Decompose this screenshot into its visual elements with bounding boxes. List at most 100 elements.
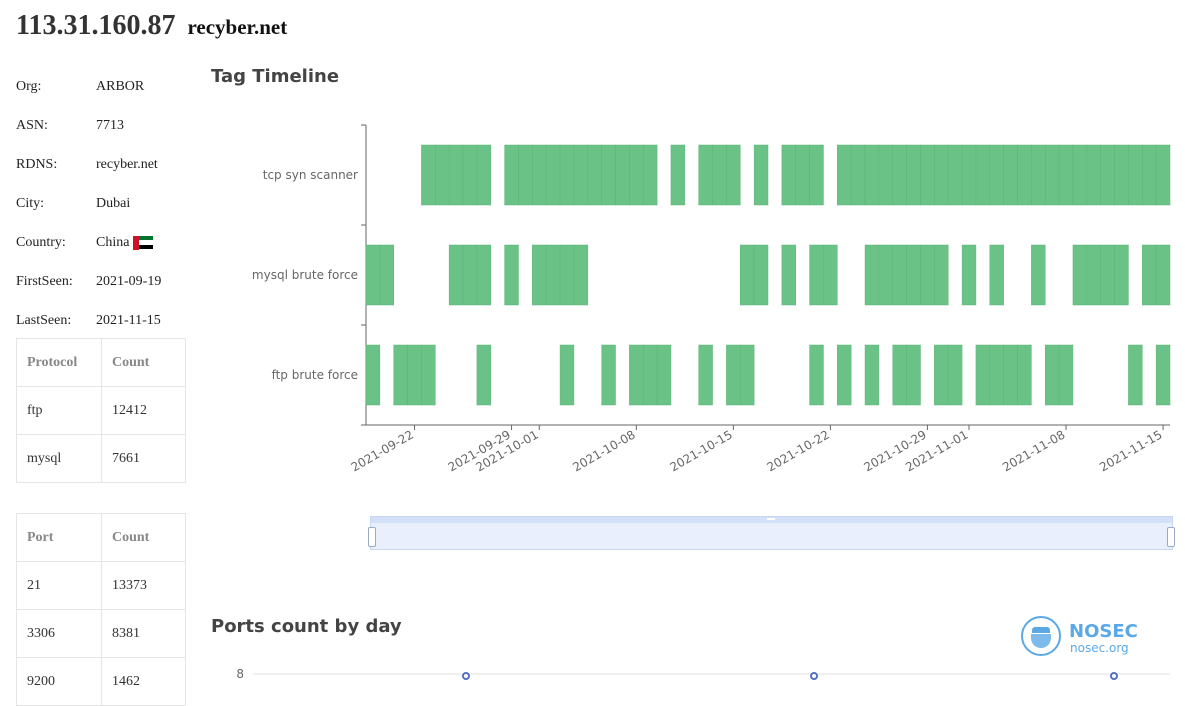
timeline-bar[interactable]	[1044, 144, 1060, 206]
timeline-bar[interactable]	[1031, 244, 1046, 306]
timeline-zoom-slider[interactable]	[368, 516, 1175, 550]
timeline-bar[interactable]	[850, 144, 866, 206]
timeline-bar[interactable]	[629, 344, 644, 406]
timeline-bar[interactable]	[823, 244, 838, 306]
timeline-bar[interactable]	[407, 344, 422, 406]
timeline-bar[interactable]	[601, 144, 616, 206]
timeline-bar[interactable]	[1128, 344, 1143, 406]
timeline-bar[interactable]	[795, 144, 810, 206]
timeline-bar[interactable]	[878, 244, 894, 306]
timeline-bar[interactable]	[1072, 144, 1088, 206]
timeline-bar[interactable]	[462, 244, 478, 306]
timeline-bar[interactable]	[615, 144, 630, 206]
slider-grip-icon[interactable]	[767, 518, 775, 520]
timeline-bar[interactable]	[809, 144, 824, 206]
timeline-bar[interactable]	[809, 344, 824, 406]
timeline-bar[interactable]	[532, 244, 547, 306]
timeline-bar[interactable]	[740, 244, 755, 306]
timeline-bar[interactable]	[1086, 244, 1101, 306]
timeline-bar[interactable]	[1003, 144, 1018, 206]
timeline-bar[interactable]	[892, 244, 907, 306]
timeline-bar[interactable]	[670, 144, 686, 206]
timeline-bar[interactable]	[934, 144, 949, 206]
slider-track-bar[interactable]	[371, 517, 1172, 523]
timeline-bar[interactable]	[573, 144, 589, 206]
timeline-bar[interactable]	[448, 244, 464, 306]
timeline-bar[interactable]	[1072, 244, 1088, 306]
timeline-bar[interactable]	[1017, 344, 1032, 406]
timeline-bar[interactable]	[559, 244, 575, 306]
timeline-bar[interactable]	[1128, 144, 1143, 206]
timeline-bar[interactable]	[1155, 244, 1171, 306]
timeline-bar[interactable]	[753, 144, 769, 206]
timeline-bar[interactable]	[837, 344, 852, 406]
timeline-bar[interactable]	[864, 244, 880, 306]
timeline-bar[interactable]	[393, 344, 408, 406]
timeline-bar[interactable]	[975, 144, 991, 206]
timeline-bar[interactable]	[421, 144, 436, 206]
timeline-bar[interactable]	[559, 344, 575, 406]
timeline-bar[interactable]	[989, 244, 1004, 306]
timeline-bar[interactable]	[1003, 344, 1018, 406]
timeline-bar[interactable]	[1142, 144, 1157, 206]
timeline-bar[interactable]	[421, 344, 436, 406]
data-point[interactable]	[810, 672, 818, 680]
timeline-bar[interactable]	[587, 144, 602, 206]
timeline-bar[interactable]	[462, 144, 478, 206]
timeline-bar[interactable]	[698, 144, 713, 206]
timeline-bar[interactable]	[1058, 144, 1074, 206]
timeline-bar[interactable]	[726, 144, 741, 206]
timeline-bar[interactable]	[989, 144, 1004, 206]
timeline-bar[interactable]	[1114, 244, 1129, 306]
timeline-bar[interactable]	[435, 144, 450, 206]
timeline-bar[interactable]	[712, 144, 727, 206]
timeline-bar[interactable]	[476, 144, 492, 206]
timeline-bar[interactable]	[642, 344, 658, 406]
timeline-bar[interactable]	[518, 144, 533, 206]
timeline-bar[interactable]	[1031, 144, 1046, 206]
slider-start-handle[interactable]	[368, 527, 376, 547]
timeline-bar[interactable]	[961, 144, 977, 206]
timeline-bar[interactable]	[809, 244, 824, 306]
timeline-bar[interactable]	[365, 344, 381, 406]
timeline-bar[interactable]	[934, 344, 949, 406]
timeline-bar[interactable]	[1058, 344, 1074, 406]
timeline-bar[interactable]	[532, 144, 547, 206]
timeline-bar[interactable]	[781, 244, 796, 306]
timeline-bar[interactable]	[642, 144, 658, 206]
timeline-bar[interactable]	[698, 344, 713, 406]
timeline-bar[interactable]	[601, 344, 616, 406]
data-point[interactable]	[462, 672, 470, 680]
timeline-bar[interactable]	[864, 144, 880, 206]
timeline-bar[interactable]	[573, 244, 589, 306]
timeline-bar[interactable]	[476, 244, 492, 306]
timeline-bar[interactable]	[961, 244, 977, 306]
timeline-bar[interactable]	[559, 144, 575, 206]
timeline-bar[interactable]	[448, 144, 464, 206]
timeline-bar[interactable]	[1017, 144, 1032, 206]
timeline-bar[interactable]	[837, 144, 852, 206]
timeline-bar[interactable]	[753, 244, 769, 306]
timeline-bar[interactable]	[892, 344, 907, 406]
timeline-bar[interactable]	[545, 244, 561, 306]
timeline-bar[interactable]	[906, 244, 921, 306]
timeline-bar[interactable]	[629, 144, 644, 206]
timeline-bar[interactable]	[545, 144, 561, 206]
timeline-bar[interactable]	[989, 344, 1004, 406]
timeline-bar[interactable]	[864, 344, 880, 406]
timeline-bar[interactable]	[740, 344, 755, 406]
timeline-bar[interactable]	[878, 144, 894, 206]
timeline-bar[interactable]	[726, 344, 741, 406]
timeline-bar[interactable]	[906, 344, 921, 406]
timeline-bar[interactable]	[975, 344, 991, 406]
timeline-bar[interactable]	[781, 144, 796, 206]
data-point[interactable]	[1110, 672, 1118, 680]
timeline-bar[interactable]	[1100, 144, 1115, 206]
timeline-bar[interactable]	[365, 244, 381, 306]
timeline-bar[interactable]	[947, 344, 963, 406]
timeline-bar[interactable]	[1114, 144, 1129, 206]
timeline-bar[interactable]	[504, 144, 519, 206]
timeline-bar[interactable]	[906, 144, 921, 206]
timeline-bar[interactable]	[920, 144, 935, 206]
timeline-bar[interactable]	[476, 344, 492, 406]
